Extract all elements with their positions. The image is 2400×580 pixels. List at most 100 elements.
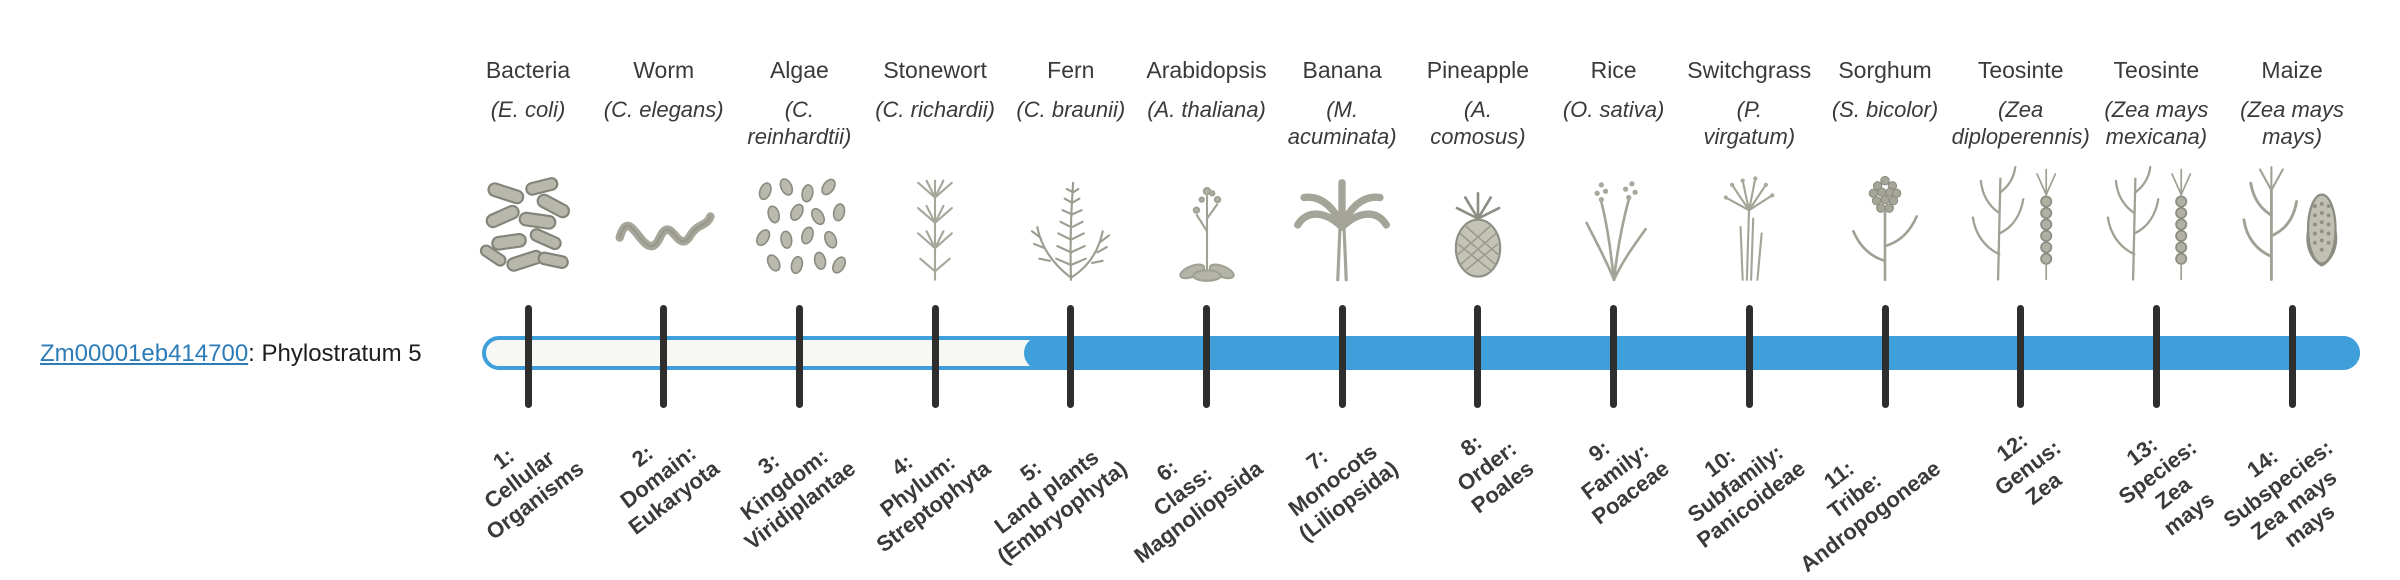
organism-name: Teosinte [2113,57,2200,83]
phylostratum-tick [1203,305,1210,408]
phylostratum-tick [1610,305,1618,408]
algae-icon [746,154,852,284]
organism-scientific-name-line: mays) [2262,124,2323,149]
arabidopsis-icon [1154,154,1260,284]
phylostratum-tick [2017,305,2025,408]
organism-scientific-name-line: (E. coli) [490,97,566,122]
phylostratum-tick [2288,305,2296,408]
organism-column: Switchgrass (P. virgatum) [1654,56,1844,284]
organism-name: Switchgrass [1687,57,1812,83]
organism-column: Arabidopsis (A. thaliana) [1112,56,1302,284]
organism-name: Maize [2261,57,2323,83]
organism-name: Banana [1302,57,1382,83]
organism-scientific-name-line: (M. [1326,97,1359,122]
organism-scientific-name: (C. elegans) [604,96,724,150]
organism-scientific-name-line: comosus) [1430,124,1526,149]
organism-scientific-name-line: acuminata) [1287,124,1397,149]
organism-name: Fern [1047,57,1095,83]
organism-scientific-name: (Zea mays mexicana) [2104,96,2208,150]
organism-name: Stonewort [883,57,987,83]
organism-scientific-name: (S. bicolor) [1832,96,1938,150]
organism-scientific-name-line: virgatum) [1703,124,1796,149]
phylostratum-label: 13: Species: Zea mays [2098,414,2233,552]
phylostratum-tick [1338,305,1346,408]
teosinte-diploperennis-icon [1962,154,2080,284]
gene-link[interactable]: Zm00001eb414700 [40,340,249,367]
organism-scientific-name: (O. sativa) [1563,96,1664,150]
organism-scientific-name-line: mexicana) [2105,124,2208,149]
organism-scientific-name-line: (C. braunii) [1016,97,1126,122]
organism-column: Banana (M. acuminata) [1247,56,1437,284]
phylostratum-label: 5: Land plants (Embryophyta) [961,414,1132,570]
organism-name: Sorghum [1838,57,1932,83]
organism-scientific-name: (C. richardii) [875,96,995,150]
organism-scientific-name: (A. comosus) [1430,96,1525,150]
organism-name: Teosinte [1977,57,2064,83]
phylostratum-label: 7: Monocots (Liliopsida) [1263,414,1404,547]
phylostratum-label: 2: Domain: Eukaryota [593,414,725,540]
sorghum-icon [1832,154,1938,284]
organism-column: Pineapple (A. comosus) [1383,56,1573,284]
phylostratum-label: 4: Phylum: Streptophyta [841,414,996,558]
phylostratum-tick [795,305,803,408]
worm-icon [611,154,717,284]
organism-scientific-name: (Zea diploperennis) [1952,96,2090,150]
organism-column: Algae (C. reinhardtii) [704,56,894,284]
phylostratum-tick [660,305,668,408]
organism-column: Teosinte (Zea mays mexicana) [2061,56,2251,284]
phylostratum-tick [1745,305,1753,408]
phylostratum-label: 9: Family: Poaceae [1556,414,1674,530]
stonewort-icon [882,154,988,284]
organism-column: Teosinte (Zea diploperennis) [1926,56,2116,284]
organism-scientific-name-line: diploperennis) [1951,124,2090,149]
organism-name: Arabidopsis [1146,57,1267,83]
organism-column: Stonewort (C. richardii) [840,56,1030,284]
phylostratum-tick [1067,305,1075,408]
organism-name: Worm [633,57,695,83]
organism-scientific-name: (M. acuminata) [1288,96,1397,150]
gene-phylostratum-text: : Phylostratum 5 [248,340,422,367]
phylostratum-label: 14: Subspecies: Zea mays mays [2203,414,2369,575]
organism-scientific-name: (E. coli) [491,96,566,150]
phylostratum-label: 3: Kingdom: Viridiplantae [708,414,860,556]
organism-scientific-name: (P. virgatum) [1703,96,1795,150]
organism-name: Algae [769,57,829,83]
organism-scientific-name-line: (C. elegans) [603,97,724,122]
organism-name: Bacteria [485,57,571,83]
phylostratum-bar-fill [1024,336,2360,370]
organism-column: Rice (O. sativa) [1519,56,1709,284]
teosinte-mexicana-icon [2097,154,2215,284]
organism-scientific-name-line: (O. sativa) [1562,97,1665,122]
organism-scientific-name-line: (S. bicolor) [1831,97,1939,122]
phylostratum-tick [1881,305,1889,408]
organism-column: Worm (C. elegans) [569,56,759,284]
organism-scientific-name-line: (A. [1463,97,1492,122]
organism-scientific-name: (A. thaliana) [1147,96,1266,150]
phylostratum-label: 12: Genus: Zea [1974,414,2081,522]
phylostratum-tick [1474,305,1482,408]
organism-scientific-name-line: (Zea [1998,97,2044,122]
organism-scientific-name-line: (Zea mays [2104,97,2209,122]
organism-scientific-name: (Zea mays mays) [2240,96,2344,150]
phylostratum-tick [2152,305,2160,408]
phylostratum-label: 11: Tribe: Andropogoneae [1764,414,1946,578]
rice-icon [1561,154,1667,284]
organism-scientific-name-line: (C. [784,97,815,122]
gene-label: Zm00001eb414700: Phylostratum 5 [40,339,422,369]
switchgrass-icon [1696,154,1802,284]
organism-scientific-name-line: reinhardtii) [747,124,852,149]
organism-name: Pineapple [1426,57,1530,83]
organism-scientific-name-line: (A. thaliana) [1147,97,1266,122]
organism-column: Sorghum (S. bicolor) [1790,56,1980,284]
bacteria-icon [475,154,581,284]
maize-icon [2233,154,2351,284]
organism-name: Rice [1590,57,1637,83]
phylostratum-label: 8: Order: Poales [1435,414,1539,519]
organism-scientific-name-line: (P. [1736,97,1762,122]
phylostratum-label: 1: Cellular Organisms [450,414,589,545]
organism-column: Fern (C. braunii) [976,56,1166,284]
phylostratum-tick [931,305,939,408]
organism-scientific-name-line: (C. richardii) [875,97,995,122]
banana-icon [1289,154,1395,284]
organism-column: Maize (Zea mays mays) [2197,56,2387,284]
